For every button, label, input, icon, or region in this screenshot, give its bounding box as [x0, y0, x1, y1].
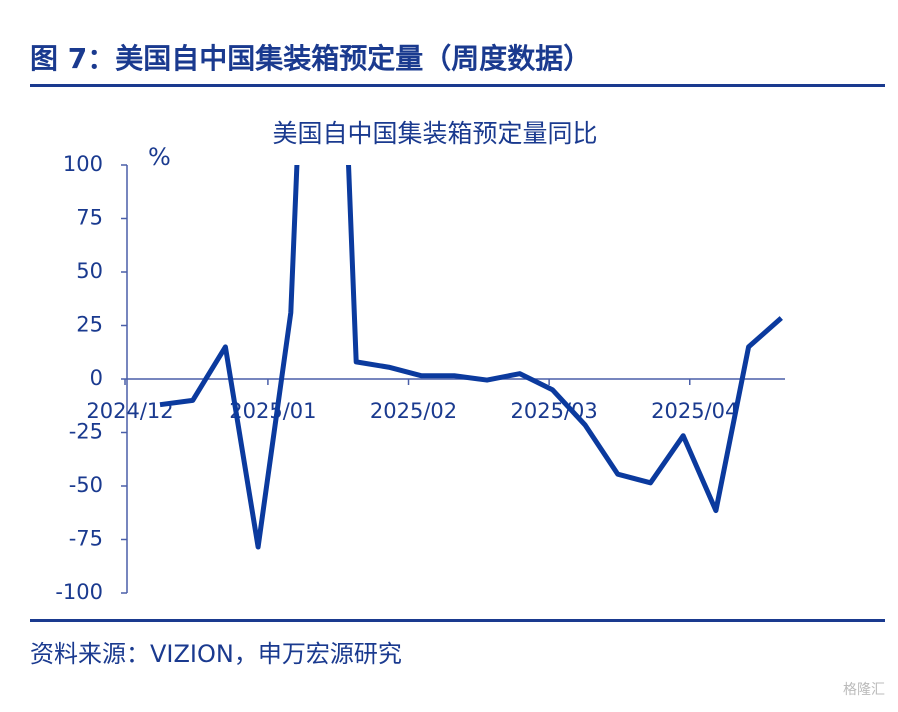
y-tick-label: 25	[76, 313, 103, 337]
y-tick-label: 75	[76, 206, 103, 230]
x-tick-label: 2024/12	[86, 399, 173, 423]
y-tick-label: -100	[55, 580, 103, 604]
y-tick-label: 50	[76, 259, 103, 283]
y-tick-label: -25	[69, 420, 103, 444]
watermark: 格隆汇	[843, 682, 885, 698]
y-tick-label: -75	[69, 527, 103, 551]
y-tick-label: 100	[63, 152, 103, 176]
chart-title: 美国自中国集装箱预定量同比	[272, 119, 597, 148]
x-tick-label: 2025/02	[370, 399, 457, 423]
source: 资料来源：VIZION，申万宏源研究	[30, 640, 402, 668]
chart: 100 75 50 25 0 -25 -50 -75 -100 2024/12 2025/01 202…	[55, 152, 785, 604]
x-tick-label: 2025/04	[651, 399, 738, 423]
y-tick-label: -50	[69, 473, 103, 497]
x-tick-label: 2025/01	[229, 399, 316, 423]
x-tick-label: 2025/03	[511, 399, 598, 423]
source-rule	[30, 619, 885, 622]
line	[159, 165, 783, 550]
figure-title: 图 7：美国自中国集装箱预定量（周度数据）	[30, 42, 591, 75]
y-unit: %	[148, 143, 171, 171]
title-rule	[30, 84, 885, 87]
y-tick-label: 0	[90, 366, 103, 390]
